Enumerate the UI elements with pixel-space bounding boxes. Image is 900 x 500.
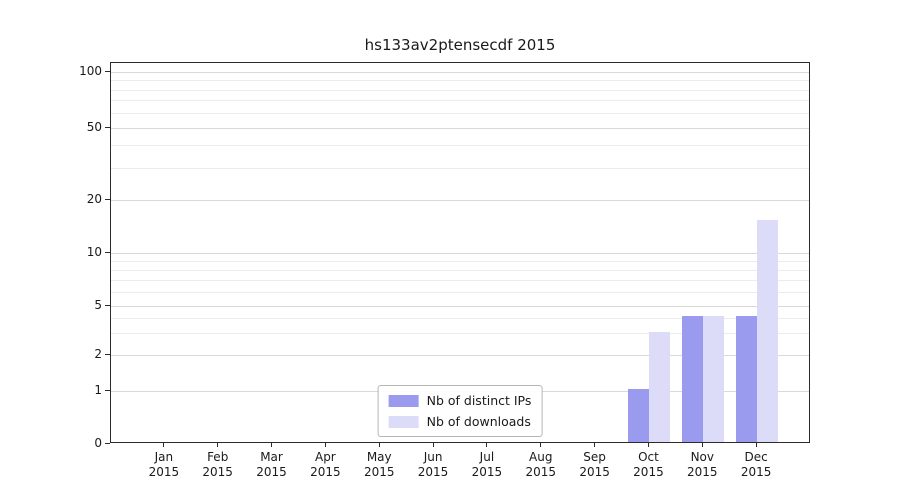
x-axis-tick-label: Mar 2015 — [240, 450, 304, 480]
x-tick-month: Aug — [529, 450, 553, 464]
legend-swatch-downloads — [388, 415, 419, 428]
x-tick-year: 2015 — [148, 465, 180, 479]
x-axis-tick-mark — [486, 443, 488, 447]
y-axis-tick-label: 100 — [79, 63, 102, 78]
y-axis-tick-mark — [105, 70, 110, 72]
minor-gridline — [111, 317, 809, 319]
x-axis-tick-label: May 2015 — [347, 450, 411, 480]
x-tick-year: 2015 — [525, 465, 557, 479]
minor-gridline — [111, 279, 809, 281]
legend-label: Nb of downloads — [426, 414, 531, 429]
y-axis-tick-label: 5 — [94, 297, 102, 312]
minor-gridline — [111, 269, 809, 271]
x-tick-month: Dec — [744, 450, 768, 464]
bar-nov-downloads — [703, 316, 725, 442]
x-axis-tick-mark — [271, 443, 273, 447]
x-tick-year: 2015 — [471, 465, 503, 479]
legend: Nb of distinct IPs Nb of downloads — [377, 385, 543, 437]
x-axis-tick-label: Aug 2015 — [509, 450, 573, 480]
x-tick-year: 2015 — [202, 465, 233, 479]
x-tick-year: 2015 — [633, 465, 664, 479]
bar-nov-distinct-ips — [682, 316, 704, 442]
x-tick-year: 2015 — [579, 465, 610, 479]
x-axis-tick-mark — [378, 443, 380, 447]
x-tick-year: 2015 — [256, 465, 287, 479]
x-axis-tick-label: Feb 2015 — [186, 450, 250, 480]
x-axis-tick-label: Apr 2015 — [293, 450, 357, 480]
legend-entry: Nb of downloads — [388, 414, 532, 429]
x-tick-year: 2015 — [740, 465, 772, 479]
y-axis-tick-mark — [105, 198, 110, 200]
x-axis-tick-label: Jun 2015 — [401, 450, 465, 480]
y-axis-tick-mark — [105, 354, 110, 356]
x-axis-tick-mark — [432, 443, 434, 447]
minor-gridline — [111, 145, 809, 147]
minor-gridline — [111, 260, 809, 262]
x-axis-tick-label: Jan 2015 — [132, 450, 196, 480]
bar-dec-downloads — [757, 220, 779, 442]
major-gridline — [111, 127, 809, 129]
x-tick-month: Nov — [690, 450, 714, 464]
y-axis-tick-label: 0 — [94, 435, 102, 450]
x-axis-tick-mark — [594, 443, 596, 447]
minor-gridline — [111, 89, 809, 91]
x-axis-tick-mark — [163, 443, 165, 447]
chart-title: hs133av2ptensecdf 2015 — [364, 36, 556, 54]
bar-oct-distinct-ips — [628, 389, 650, 442]
major-gridline — [111, 305, 809, 307]
x-tick-month: Oct — [638, 450, 659, 464]
x-axis-tick-label: Jul 2015 — [455, 450, 519, 480]
x-tick-month: May — [366, 450, 392, 464]
x-axis-tick-mark — [755, 443, 757, 447]
y-axis-tick-label: 50 — [86, 119, 102, 134]
legend-label: Nb of distinct IPs — [426, 393, 532, 408]
plot-area: Nb of distinct IPs Nb of downloads — [110, 62, 810, 443]
bar-oct-downloads — [649, 331, 671, 442]
y-axis-tick-label: 2 — [94, 347, 102, 362]
legend-entry: Nb of distinct IPs — [388, 393, 532, 408]
x-tick-month: Jun — [423, 450, 443, 464]
x-axis-tick-label: Dec 2015 — [724, 450, 788, 480]
x-tick-month: Sep — [583, 450, 606, 464]
y-axis-tick-mark — [105, 251, 110, 253]
minor-gridline — [111, 80, 809, 82]
minor-gridline — [111, 167, 809, 169]
y-axis-tick-label: 10 — [86, 244, 102, 259]
x-tick-year: 2015 — [310, 465, 341, 479]
y-axis-tick-mark — [105, 442, 110, 444]
x-axis-tick-mark — [647, 443, 649, 447]
bar-dec-distinct-ips — [736, 316, 758, 442]
major-gridline — [111, 252, 809, 254]
y-axis-tick-mark — [105, 126, 110, 128]
y-axis-tick-label: 20 — [86, 191, 102, 206]
x-tick-month: Jan — [154, 450, 174, 464]
minor-gridline — [111, 291, 809, 293]
y-axis-tick-mark — [105, 389, 110, 391]
x-tick-year: 2015 — [417, 465, 449, 479]
major-gridline — [111, 355, 809, 357]
minor-gridline — [111, 100, 809, 102]
x-tick-month: Mar — [260, 450, 283, 464]
x-axis-tick-mark — [324, 443, 326, 447]
x-axis-tick-mark — [540, 443, 542, 447]
minor-gridline — [111, 333, 809, 335]
major-gridline — [111, 71, 809, 73]
x-tick-year: 2015 — [687, 465, 718, 479]
major-gridline — [111, 199, 809, 201]
x-axis-tick-label: Oct 2015 — [616, 450, 680, 480]
minor-gridline — [111, 112, 809, 114]
x-axis-tick-label: Sep 2015 — [563, 450, 627, 480]
x-axis-tick-mark — [217, 443, 219, 447]
x-tick-year: 2015 — [363, 465, 395, 479]
x-axis-tick-label: Nov 2015 — [670, 450, 734, 480]
y-axis-tick-mark — [105, 304, 110, 306]
x-axis-tick-mark — [701, 443, 703, 447]
x-tick-month: Apr — [314, 450, 336, 464]
x-tick-month: Jul — [479, 450, 495, 464]
y-axis-tick-label: 1 — [94, 382, 102, 397]
legend-swatch-distinct-ips — [388, 394, 419, 407]
x-tick-month: Feb — [207, 450, 229, 464]
